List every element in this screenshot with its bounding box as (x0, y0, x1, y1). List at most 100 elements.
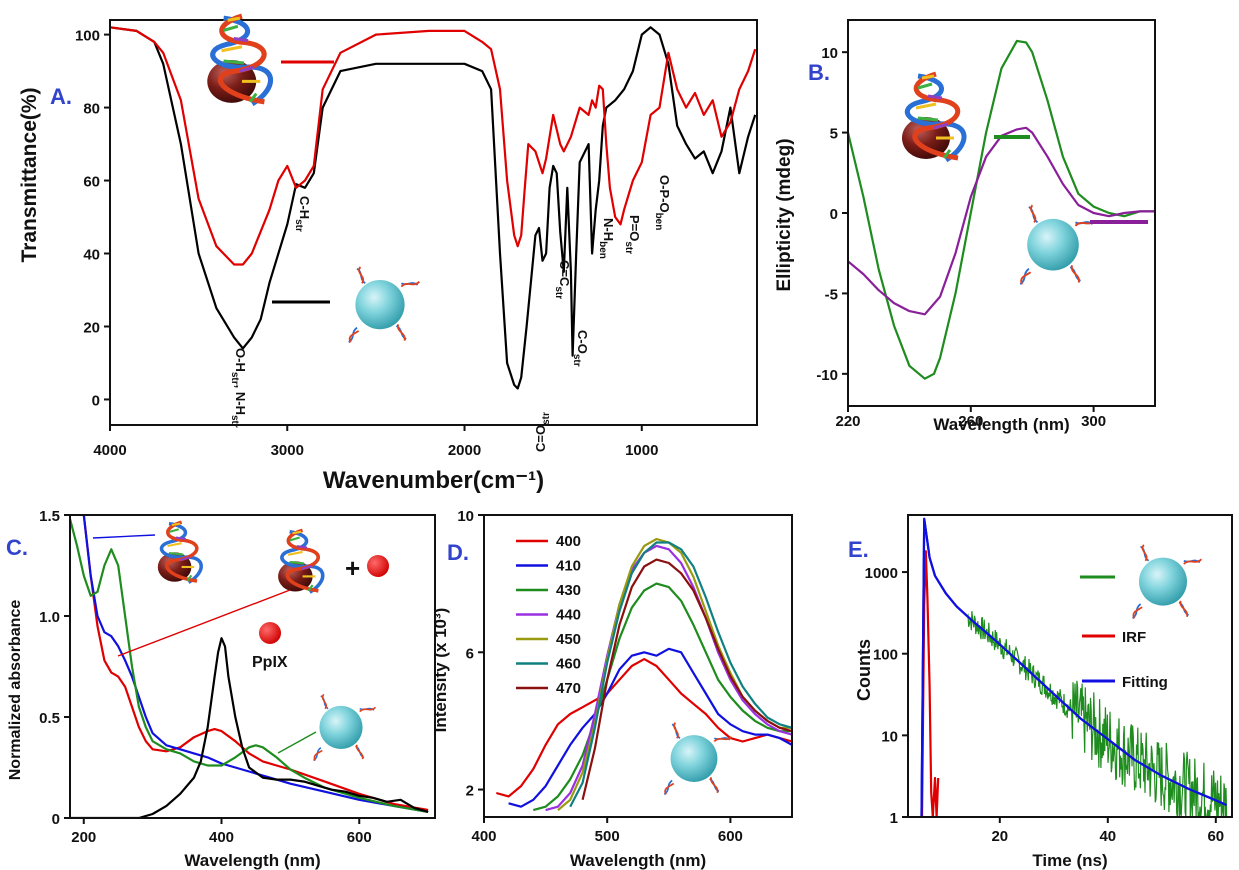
annot-opo-ben: O-P-Oben (653, 175, 672, 230)
series-line-2 (848, 126, 1155, 316)
y-tick-label: 2 (466, 783, 474, 800)
annot-po-str: P=Ostr (623, 215, 642, 254)
pointer-green (277, 731, 317, 754)
dna-bead-icon (1019, 204, 1096, 286)
y-tick-label: 100 (873, 647, 898, 664)
ppix-label: PpIX (252, 654, 288, 671)
x-axis-label: Time (ns) (1032, 851, 1107, 870)
x-tick-label: 1000 (625, 442, 658, 459)
series-line-4 (545, 544, 792, 812)
series-line-3 (533, 582, 792, 812)
legend-label: Fitting (1122, 674, 1168, 691)
x-tick-label: 500 (595, 828, 620, 845)
x-axis-label: Wavelength (nm) (570, 851, 706, 870)
x-tick-label: 400 (209, 829, 234, 846)
y-tick-label: 1.0 (39, 609, 60, 626)
y-tick-label: 10 (457, 508, 474, 525)
annot-nh-ben: N-Hben (597, 218, 616, 259)
y-tick-label: 0 (830, 206, 838, 223)
dna-nut-icon (156, 520, 203, 585)
x-axis-label: Wavelength (nm) (184, 851, 320, 870)
x-tick-label: 3000 (271, 442, 304, 459)
panel-label: C. (6, 535, 28, 560)
chart-panel-2: 220 260 300 -10 -5 0 5 10 Wavelength (nm) Ellipti… (774, 19, 1156, 434)
y-tick-label: 5 (830, 126, 838, 143)
x-axis-label: Wavenumber(cm⁻¹) (323, 467, 544, 494)
y-tick-label: 40 (83, 247, 100, 264)
y-tick-label: 6 (466, 645, 474, 662)
y-tick-label: 80 (83, 101, 100, 118)
y-tick-label: 1 (890, 810, 898, 827)
chart-panel-5: 20 40 60 1 10 100 1000 Time (ns) Counts E. IRF Fitt… (848, 514, 1233, 870)
y-axis-label: Counts (854, 639, 874, 701)
x-tick-label: 600 (347, 829, 372, 846)
series-line-6 (569, 541, 792, 808)
series-line-2 (508, 647, 792, 808)
chart-panel-4: 400 500 600 2 6 10 Wavelength (nm) Intensity (x… (431, 508, 793, 870)
series-line-2 (82, 515, 429, 813)
y-tick-label: 10 (821, 45, 838, 62)
legend-label: 400 (556, 533, 581, 550)
dna-nut-icon-2 (276, 528, 325, 595)
annot-co-str: C=Ostr (533, 412, 552, 452)
series-line-1 (496, 657, 792, 798)
plot-frame (109, 19, 758, 426)
series-line-2 (110, 26, 757, 266)
x-tick-label: 600 (718, 828, 743, 845)
x-tick-label: 400 (471, 828, 496, 845)
plus-sign: + (345, 553, 360, 583)
series-line-3 (920, 517, 1228, 817)
series-line-1 (110, 26, 757, 390)
chart-panel-1: 4000 3000 2000 1000 0 20 40 60 80 100 Wavenumber(c… (18, 16, 758, 494)
panel-label: D. (447, 540, 469, 565)
dna-bead-icon (312, 693, 377, 762)
plot-frame (483, 514, 793, 818)
x-axis-label: Wavelength (nm) (933, 415, 1069, 434)
pointer-red (117, 589, 291, 657)
ppix-dot-icon-2 (259, 622, 281, 644)
legend-label: 460 (556, 656, 581, 673)
y-tick-label: 1000 (865, 565, 898, 582)
y-axis-label: Intensity (x 10³) (431, 608, 450, 733)
x-tick-label: 200 (71, 829, 96, 846)
x-tick-label: 20 (991, 828, 1008, 845)
panel-label: A. (50, 84, 72, 109)
legend-label: IRF (1122, 629, 1146, 646)
dna-bead-icon (663, 721, 733, 796)
plot-frame (907, 514, 1233, 818)
annot-oh-nh: O-Hstr, N-Hstr (229, 348, 248, 428)
y-tick-label: -5 (825, 286, 838, 303)
x-tick-label: 4000 (93, 442, 126, 459)
plot-frame (69, 514, 436, 819)
x-tick-label: 2000 (448, 442, 481, 459)
series-line-1 (920, 550, 940, 817)
panel-label: B. (808, 60, 830, 85)
y-axis-label: Normalized absorbance (7, 600, 24, 781)
chart-panel-3: 200 400 600 0 0.5 1.0 1.5 Wavelength (nm) Normal… (6, 508, 436, 870)
series-line-1 (848, 39, 1155, 380)
y-tick-label: 1.5 (39, 508, 60, 525)
series-line-2 (920, 518, 1227, 817)
legend-label: 450 (556, 631, 581, 648)
y-tick-label: 0 (52, 811, 60, 828)
y-axis-label: Ellipticity (mdeg) (774, 138, 795, 291)
dna-bead-icon (347, 265, 421, 344)
legend-label: 470 (556, 680, 581, 697)
dna-nut-icon (207, 16, 270, 104)
y-tick-label: -10 (816, 367, 838, 384)
legend-label: 440 (556, 607, 581, 624)
legend-label: 430 (556, 582, 581, 599)
annot-ch-str: C-Hstr (293, 196, 312, 232)
series-line-noise (966, 611, 1228, 817)
series-line-4 (70, 637, 429, 818)
x-tick-label: 220 (835, 413, 860, 430)
dna-bead-icon (1131, 543, 1203, 620)
panel-label: E. (848, 537, 869, 562)
y-tick-label: 0 (92, 392, 100, 409)
annot-cc-str: C=Cstr (553, 260, 572, 299)
y-axis-label: Transmittance(%) (18, 87, 41, 262)
pointer-blue (92, 534, 156, 539)
x-tick-label: 300 (1081, 413, 1106, 430)
annot-c-o-str: C-Ostr (571, 330, 590, 367)
